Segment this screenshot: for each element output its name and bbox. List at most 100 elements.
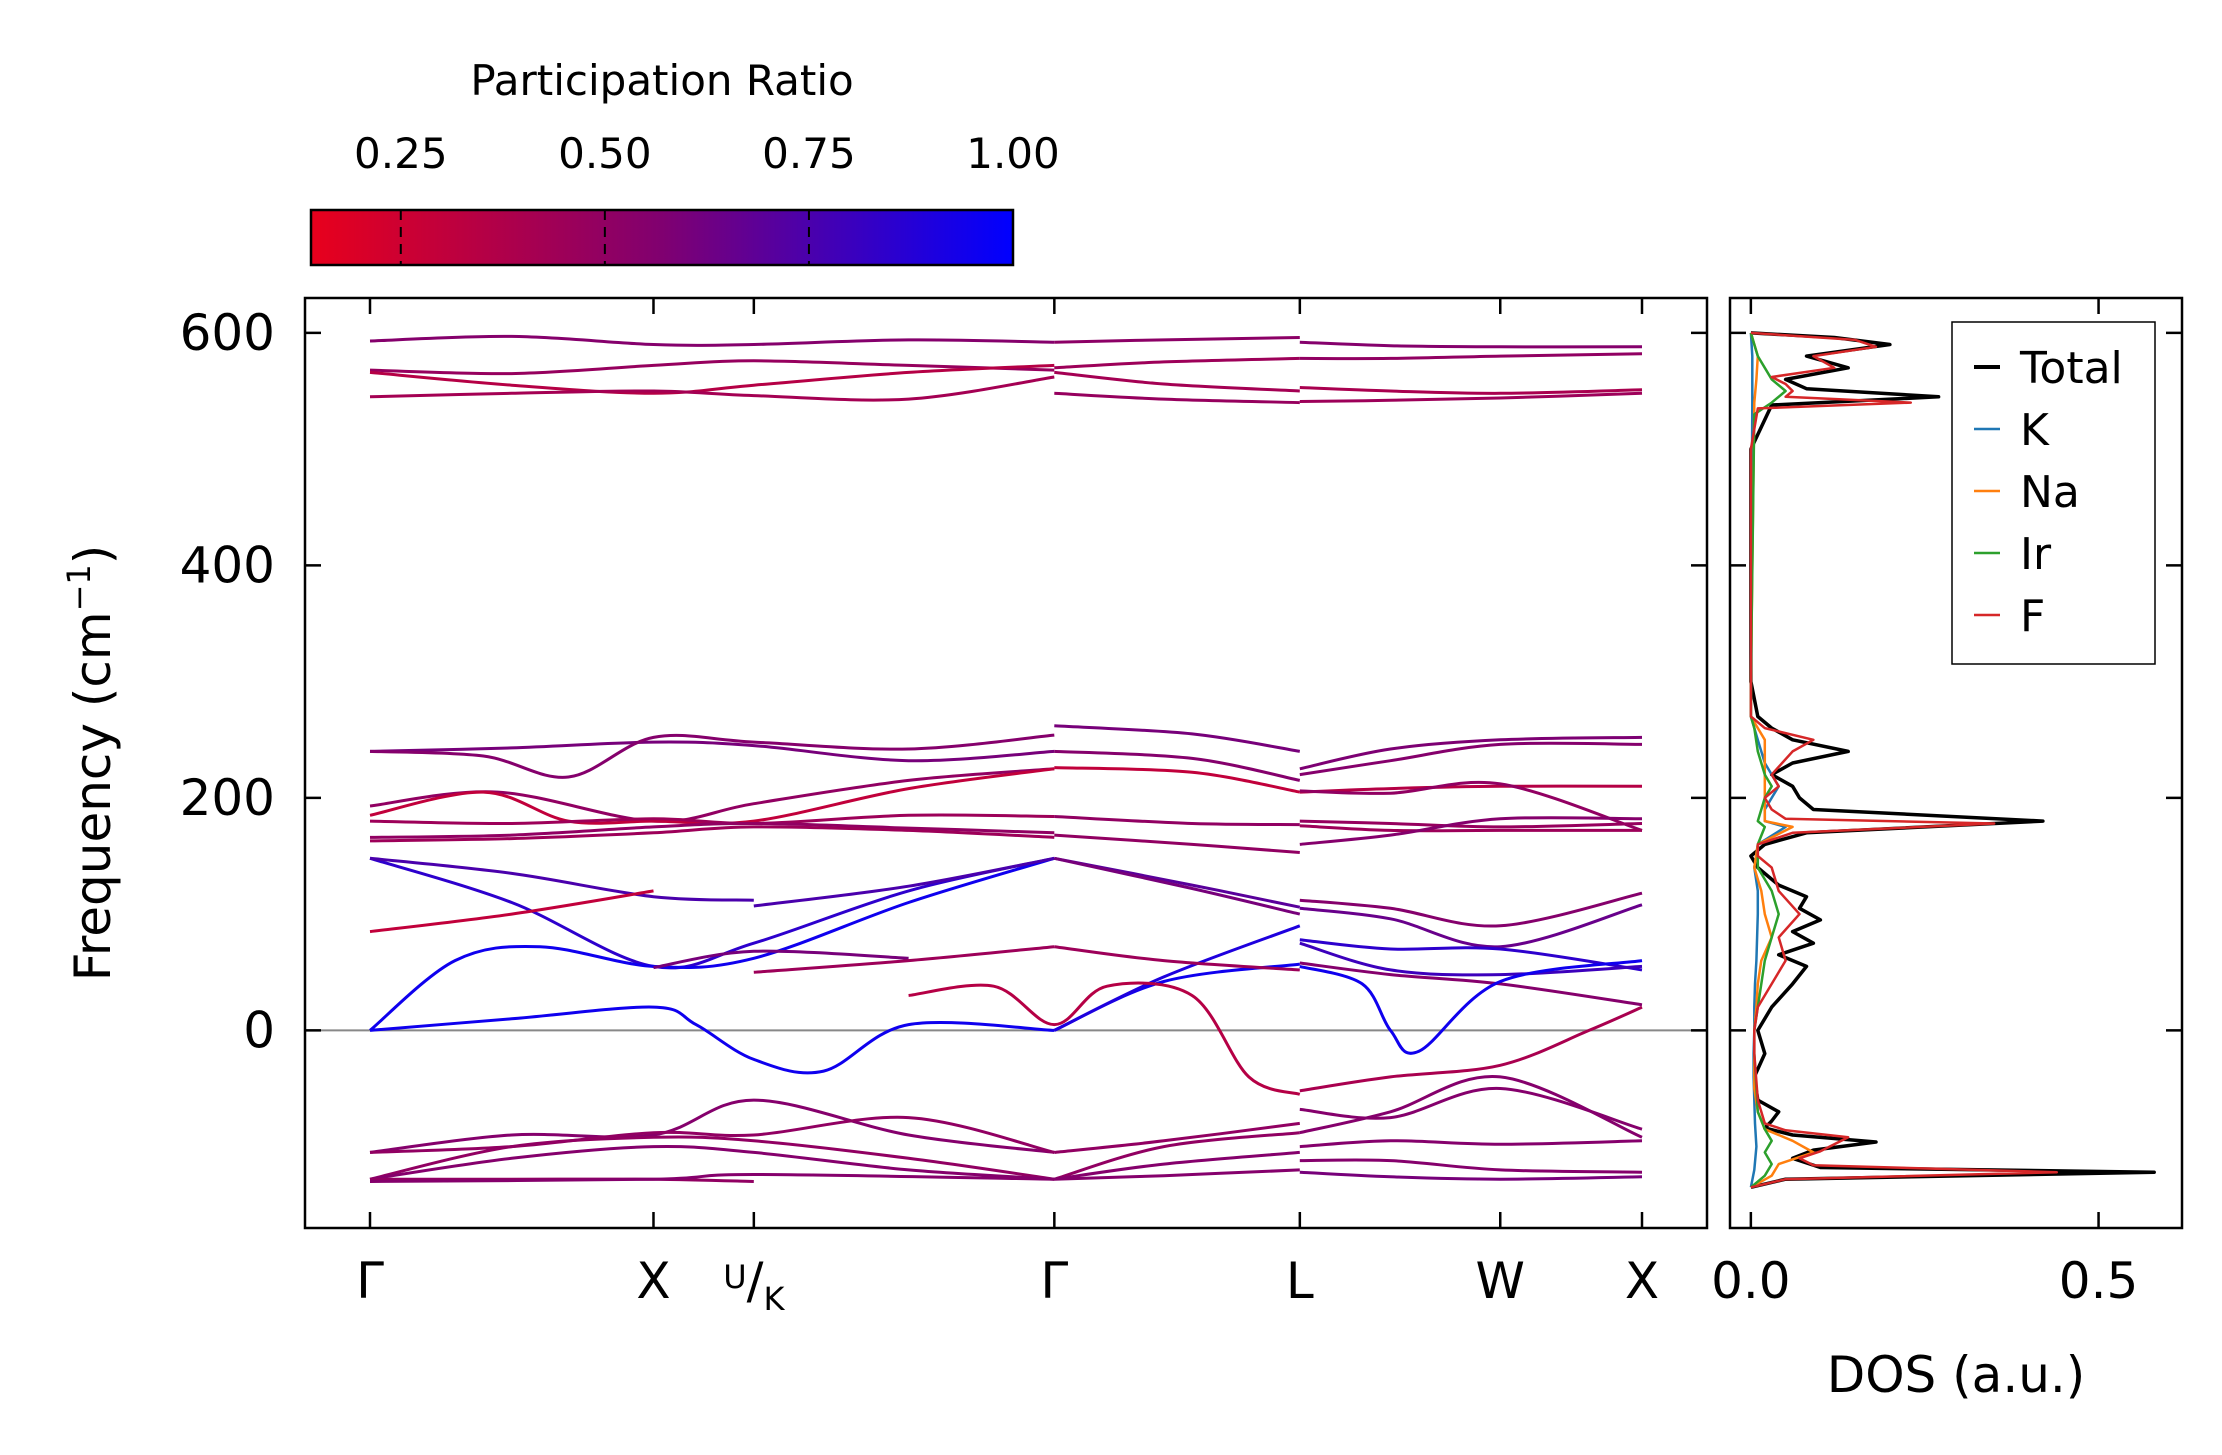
band-b22 xyxy=(1054,766,1301,794)
legend-label-na: Na xyxy=(2020,467,2080,518)
colorbar-tick-label: 0.25 xyxy=(354,129,448,178)
band-b31 xyxy=(1299,816,1643,846)
band-b47 xyxy=(1299,903,1643,949)
y-tick-label: 0 xyxy=(243,1001,275,1059)
dos-x-ticks: 0.0 0.5 xyxy=(1711,298,2138,1310)
band-b48 xyxy=(1299,938,1643,972)
band-b61 xyxy=(1054,1150,1300,1181)
band-b39 xyxy=(369,1005,1055,1075)
band-b58 xyxy=(369,1172,1055,1183)
band-b10 xyxy=(1299,352,1643,361)
band-b3 xyxy=(369,363,1055,395)
band-b2 xyxy=(369,359,1055,376)
colorbar-gradient xyxy=(309,208,1015,267)
y-axis-label-close: ) xyxy=(64,545,122,565)
y-tick-label: 600 xyxy=(180,304,275,362)
colorbar-tick-label: 0.50 xyxy=(558,129,652,178)
band-b23 xyxy=(1054,815,1300,827)
dos-legend: Total K Na Ir F xyxy=(1951,321,2156,665)
dos-lines xyxy=(1749,331,2156,1190)
dos-axes-frame xyxy=(1728,296,2184,1230)
band-b53 xyxy=(369,1098,1055,1154)
band-b35 xyxy=(369,856,1055,1032)
band-b8 xyxy=(1054,391,1300,405)
band-b18 xyxy=(369,821,1055,839)
k-label: X xyxy=(636,1252,670,1310)
band-b14 xyxy=(369,733,1055,779)
dos-line-ir xyxy=(1749,332,1787,1189)
dos-panel: 0.0 0.5 DOS (a.u.) Total K Na Ir F xyxy=(1711,296,2184,1404)
y-axis-label-text: Frequency (cm xyxy=(64,611,122,981)
band-b65 xyxy=(1299,1139,1643,1149)
y-tick-label: 400 xyxy=(180,536,275,594)
band-b50 xyxy=(1299,961,1643,1007)
band-b55 xyxy=(369,1135,1055,1181)
k-label: U/K xyxy=(723,1252,785,1318)
band-b63 xyxy=(1299,1086,1643,1131)
band-b30 xyxy=(1299,824,1642,833)
legend-box xyxy=(1951,321,2156,665)
colorbar-label: Participation Ratio xyxy=(470,56,853,105)
band-b45 xyxy=(908,981,1301,1096)
band-y-ticks: 0 200 400 600 xyxy=(180,304,1707,1059)
dos-x-tick-label: 0.5 xyxy=(2059,1252,2139,1310)
band-b32 xyxy=(369,856,1055,970)
colorbar: Participation Ratio 0.25 0.50 0.75 1.00 xyxy=(309,56,1060,267)
band-b67 xyxy=(1299,1170,1643,1181)
band-b54 xyxy=(369,1115,1055,1154)
dos-y-ticks xyxy=(1730,331,2182,1032)
band-b15 xyxy=(369,767,1055,823)
band-lines xyxy=(369,334,1643,1183)
band-b44 xyxy=(1054,945,1300,972)
k-label: X xyxy=(1625,1252,1659,1310)
band-b5 xyxy=(1054,336,1300,344)
band-b43 xyxy=(1053,924,1301,1032)
y-axis-label: Frequency (cm−1) xyxy=(60,545,122,982)
band-b9 xyxy=(1299,340,1643,349)
band-b36 xyxy=(753,856,1055,908)
band-b6 xyxy=(1054,356,1300,370)
y-axis-label-sup: −1 xyxy=(60,564,98,611)
band-b4 xyxy=(369,375,1055,402)
band-b51 xyxy=(1299,959,1643,1055)
band-b24 xyxy=(1054,833,1300,854)
band-structure-panel: 0 200 400 600 Γ X U/K Γ L W X Frequency (cm−1) xyxy=(60,296,1709,1318)
band-b59 xyxy=(1054,1121,1300,1154)
band-b16 xyxy=(369,767,1055,825)
band-b11 xyxy=(1299,386,1643,395)
legend-label-k: K xyxy=(2020,405,2050,456)
band-b26 xyxy=(1299,741,1643,777)
colorbar-tick-label: 1.00 xyxy=(966,129,1060,178)
band-b46 xyxy=(1299,891,1643,928)
band-b21 xyxy=(1054,749,1301,782)
dos-line-k xyxy=(1749,332,1787,1188)
band-b1 xyxy=(369,334,1055,347)
band-b41 xyxy=(1053,856,1301,916)
k-label: L xyxy=(1286,1252,1314,1310)
band-axes-frame xyxy=(303,296,1709,1230)
band-b52 xyxy=(1299,1005,1643,1093)
band-b12 xyxy=(1299,391,1643,403)
band-b56 xyxy=(369,1144,1055,1181)
colorbar-ticks: 0.25 0.50 0.75 1.00 xyxy=(354,129,1060,265)
dos-x-axis-label: DOS (a.u.) xyxy=(1827,1346,2086,1404)
band-b13 xyxy=(369,740,1055,763)
k-label: Γ xyxy=(1040,1252,1068,1310)
band-b28 xyxy=(1299,780,1643,832)
band-b7 xyxy=(1054,370,1300,393)
colorbar-tick-label: 0.75 xyxy=(762,129,856,178)
dos-line-f xyxy=(1749,331,2059,1189)
band-b64 xyxy=(1299,1075,1643,1139)
band-b25 xyxy=(1299,735,1643,771)
band-b38 xyxy=(753,945,1055,974)
band-x-ticks: Γ X U/K Γ L W X xyxy=(356,298,1659,1318)
legend-label-ir: Ir xyxy=(2020,529,2052,580)
band-b49 xyxy=(1299,941,1643,977)
band-b66 xyxy=(1299,1158,1643,1174)
k-label: Γ xyxy=(356,1252,384,1310)
band-b20 xyxy=(1054,724,1301,753)
band-b60 xyxy=(1053,1131,1300,1181)
y-tick-label: 200 xyxy=(180,769,275,827)
band-b34 xyxy=(369,889,654,934)
dos-x-tick-label: 0.0 xyxy=(1711,1252,1791,1310)
